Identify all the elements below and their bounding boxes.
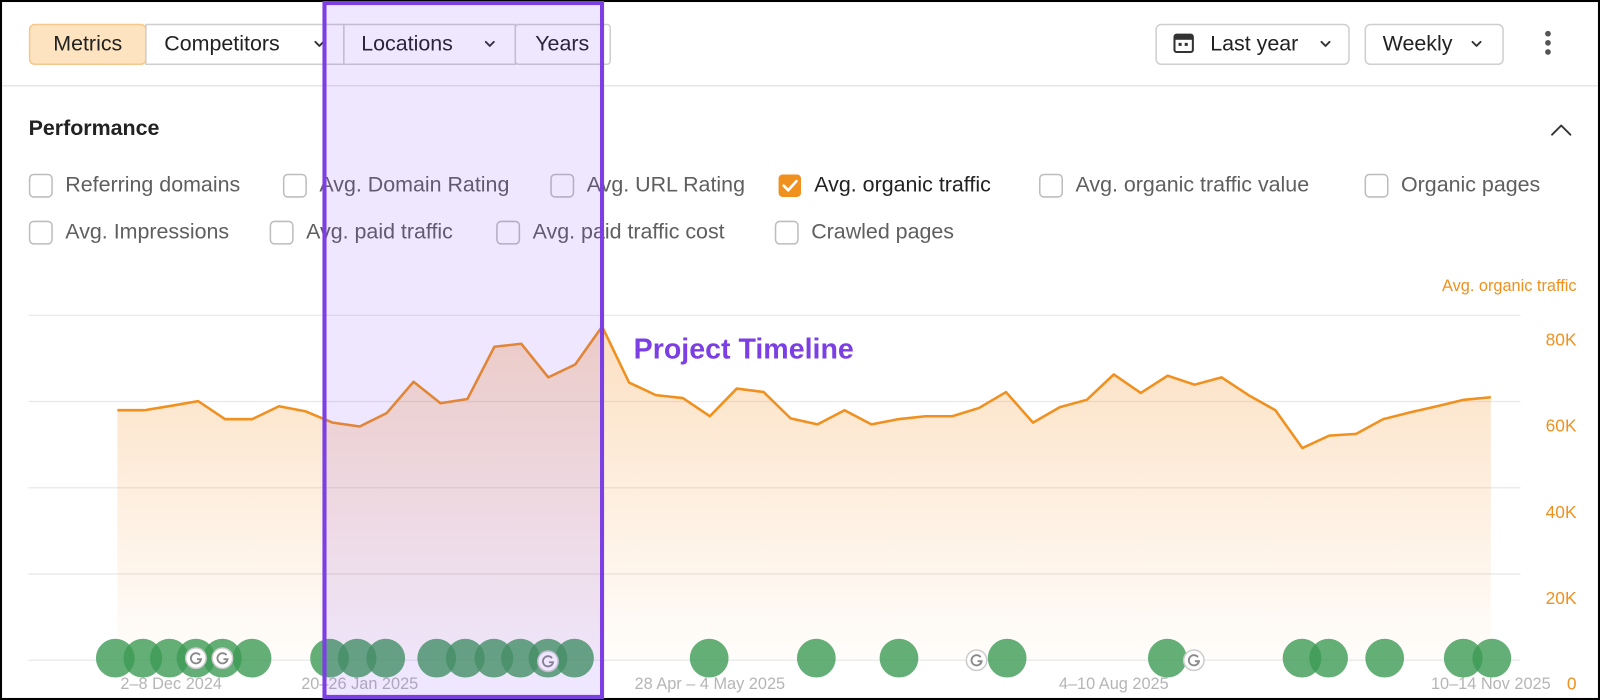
checkbox-label: Avg. paid traffic — [306, 219, 453, 243]
y-tick-label: 40K — [1546, 502, 1577, 522]
update-marker[interactable] — [211, 647, 234, 670]
timeline-highlight — [322, 1, 605, 699]
checkbox[interactable] — [1039, 173, 1064, 198]
checkbox-label: Organic pages — [1401, 172, 1540, 196]
event-marker[interactable] — [501, 638, 540, 678]
event-marker[interactable] — [1282, 638, 1322, 678]
calendar-icon — [1173, 33, 1194, 54]
update-icon — [970, 654, 983, 667]
event-marker[interactable] — [555, 638, 594, 678]
chevron — [1471, 40, 1482, 47]
checkbox-label: Avg. paid traffic cost — [533, 219, 725, 243]
checkbox[interactable] — [774, 220, 799, 245]
event-marker[interactable] — [1443, 638, 1483, 678]
chevron — [1320, 40, 1331, 47]
event-marker[interactable] — [474, 638, 514, 678]
x-tick-label: 20–26 Jan 2025 — [301, 675, 418, 693]
update-marker[interactable] — [536, 650, 559, 673]
tab-years[interactable] — [514, 23, 611, 66]
chevron — [314, 40, 325, 47]
update-icon — [1187, 654, 1201, 667]
section-title: Performance — [29, 116, 160, 140]
checkbox[interactable] — [269, 220, 294, 245]
checkbox-label: Crawled pages — [811, 219, 954, 243]
update-icon — [216, 652, 229, 665]
checkbox[interactable] — [496, 220, 521, 245]
event-marker[interactable] — [689, 638, 729, 678]
series-label: Avg. organic traffic — [1442, 277, 1577, 295]
interval-button[interactable] — [1364, 23, 1504, 66]
checkbox-label: Avg. organic traffic — [814, 172, 991, 196]
event-marker[interactable] — [366, 638, 406, 678]
event-marker[interactable] — [337, 638, 377, 678]
y-tick-label: 80K — [1546, 329, 1577, 349]
chevron — [484, 40, 495, 47]
event-marker[interactable] — [1365, 638, 1405, 678]
checkbox-label: Avg. URL Rating — [587, 172, 745, 196]
event-marker[interactable] — [1309, 638, 1348, 678]
event-marker[interactable] — [1472, 638, 1512, 678]
checkbox-label: Referring domains — [65, 172, 240, 196]
event-marker[interactable] — [1147, 638, 1187, 678]
update-icon — [189, 652, 203, 665]
collapse-icon[interactable] — [1551, 124, 1572, 136]
tab-label: Years — [535, 32, 589, 56]
tab-competitors[interactable] — [145, 23, 345, 66]
annotation: Project Timeline — [634, 334, 854, 366]
checkmark — [782, 179, 798, 192]
event-marker[interactable] — [95, 638, 135, 678]
chart: 0 20K 40K 60K 80K Avg. organic traffic 2–8 Dec… — [28, 277, 1577, 693]
toolbar: Metrics Competitors Locations Years Last… — [28, 23, 1551, 66]
interval-label: Weekly — [1383, 32, 1453, 56]
checkbox[interactable] — [282, 173, 307, 198]
update-marker[interactable] — [965, 649, 988, 672]
x-tick-label: 4–10 Aug 2025 — [1059, 675, 1169, 693]
event-marker[interactable] — [987, 638, 1027, 678]
event-marker[interactable] — [310, 638, 349, 678]
event-marker[interactable] — [123, 638, 163, 678]
event-marker[interactable] — [796, 638, 836, 678]
metric-list: Referring domains Avg. Domain Rating Avg. … — [28, 172, 1540, 245]
more-menu[interactable] — [1545, 30, 1551, 55]
area — [117, 326, 1491, 661]
period-button[interactable] — [1155, 23, 1350, 66]
update-marker[interactable] — [1182, 649, 1205, 672]
event-marker[interactable] — [150, 638, 189, 678]
x-tick-label: 2–8 Dec 2024 — [120, 675, 222, 693]
y-tick-label: 20K — [1546, 588, 1577, 608]
checkbox-label: Avg. Impressions — [65, 219, 229, 243]
x-tick-label: 28 Apr – 4 May 2025 — [635, 675, 786, 693]
checkbox[interactable] — [1364, 173, 1389, 198]
y-tick-label: 60K — [1546, 416, 1577, 436]
tab-locations[interactable] — [343, 23, 517, 66]
line — [117, 325, 1491, 450]
tab-label: Locations — [361, 32, 453, 56]
event-marker[interactable] — [879, 638, 919, 678]
event-marker[interactable] — [417, 638, 457, 678]
event-marker[interactable] — [445, 638, 485, 678]
checkbox[interactable] — [28, 173, 53, 198]
x-tick-label: 10–14 Nov 2025 — [1431, 675, 1551, 693]
event-marker[interactable] — [232, 638, 272, 678]
period-label: Last year — [1210, 32, 1298, 56]
checkbox-checked[interactable] — [778, 174, 802, 197]
event-markers — [95, 638, 1512, 678]
checkbox[interactable] — [28, 220, 53, 245]
update-icon — [542, 655, 555, 668]
y-tick-label: 0 — [1567, 673, 1577, 693]
checkbox-label: Avg. organic traffic value — [1076, 172, 1310, 196]
tab-label: Competitors — [164, 32, 279, 56]
update-marker[interactable] — [184, 647, 207, 670]
checkbox[interactable] — [550, 173, 575, 198]
tab-label: Metrics — [53, 32, 122, 56]
checkbox-label: Avg. Domain Rating — [319, 172, 509, 196]
